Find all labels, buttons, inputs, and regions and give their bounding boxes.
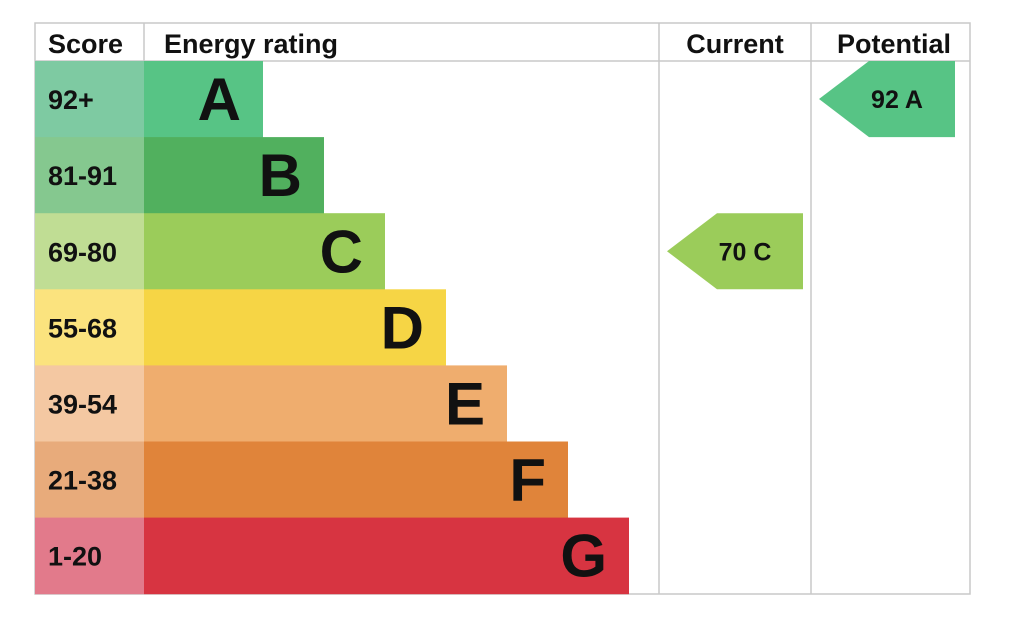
- score-cell-g: [35, 517, 144, 595]
- score-cell-c: [35, 213, 144, 290]
- score-cell-b: [35, 137, 144, 214]
- band-letter-f: F: [509, 447, 546, 514]
- potential-rating-label: 92 A: [871, 86, 923, 114]
- band-bar-f: [144, 441, 568, 519]
- score-cell-d: [35, 289, 144, 366]
- band-letter-b: B: [259, 142, 302, 209]
- band-bar-c: [144, 213, 385, 290]
- band-letter-e: E: [445, 370, 485, 437]
- band-letter-a: A: [198, 66, 241, 133]
- band-bar-a: [144, 61, 263, 138]
- band-letter-c: C: [320, 218, 363, 285]
- score-cell-f: [35, 441, 144, 519]
- rating-arrows: 70 C 92 A: [667, 61, 955, 290]
- score-cell-e: [35, 365, 144, 442]
- rating-bands: 92+ A 81-91 B 69-80 C 55-68 D 39-54 E 21-38 F 1-20 G: [35, 61, 629, 595]
- potential-rating-arrow: [819, 61, 955, 138]
- band-letter-d: D: [381, 294, 424, 361]
- score-label-e: 39-54: [48, 389, 117, 419]
- score-label-b: 81-91: [48, 161, 117, 191]
- score-cell-a: [35, 61, 144, 138]
- band-bar-e: [144, 365, 507, 442]
- current-header: Current: [686, 29, 784, 59]
- energy-rating-header: Energy rating: [164, 29, 338, 59]
- score-label-f: 21-38: [48, 466, 117, 496]
- score-label-g: 1-20: [48, 542, 102, 572]
- current-rating-label: 70 C: [719, 238, 772, 266]
- score-label-a: 92+: [48, 85, 94, 115]
- score-label-c: 69-80: [48, 237, 117, 267]
- band-bar-b: [144, 137, 324, 214]
- potential-header: Potential: [837, 29, 951, 59]
- band-bar-d: [144, 289, 446, 366]
- band-letter-g: G: [560, 523, 607, 590]
- score-header: Score: [48, 29, 123, 59]
- band-bar-g: [144, 517, 629, 595]
- score-label-d: 55-68: [48, 313, 117, 343]
- current-rating-arrow: [667, 213, 803, 290]
